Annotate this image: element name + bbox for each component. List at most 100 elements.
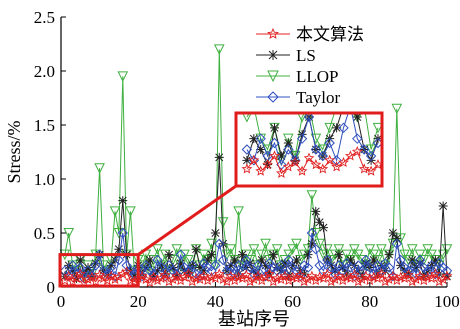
data-point	[91, 258, 101, 268]
data-point	[63, 228, 75, 239]
data-point	[229, 274, 241, 286]
data-point	[360, 270, 372, 281]
data-point	[117, 227, 128, 239]
data-point	[410, 268, 422, 280]
data-point	[171, 244, 183, 255]
zoom-data-point	[372, 122, 382, 134]
data-point	[399, 249, 410, 261]
legend-label: LLOP	[296, 67, 339, 86]
x-tick-label: 20	[130, 292, 147, 311]
zoom-data-point	[249, 102, 258, 111]
data-point	[113, 254, 125, 266]
data-point	[345, 272, 356, 283]
data-point	[198, 270, 210, 281]
data-point	[179, 271, 190, 282]
data-point	[342, 269, 352, 279]
data-point	[83, 263, 93, 273]
data-point	[144, 277, 156, 288]
data-point	[194, 273, 206, 285]
data-point	[248, 268, 260, 280]
data-point	[391, 103, 403, 115]
zoom-data-point	[269, 137, 280, 149]
data-point	[75, 262, 86, 273]
data-point	[356, 255, 368, 266]
data-point	[156, 272, 167, 283]
zoom-data-point	[289, 156, 301, 168]
data-point	[67, 260, 78, 271]
zoom-data-point	[303, 152, 315, 163]
x-axis-title: 基站序号	[218, 309, 290, 329]
zoom-panel-plot	[241, 102, 382, 178]
legend-marker	[267, 91, 279, 103]
data-point	[175, 274, 187, 286]
data-point	[318, 223, 328, 233]
zoom-data-point	[283, 144, 294, 155]
data-point	[291, 272, 302, 283]
data-point	[306, 270, 318, 281]
y-tick-label: 1.5	[34, 116, 55, 135]
zoom-data-point	[248, 154, 260, 165]
data-point	[414, 270, 426, 281]
data-point	[261, 260, 271, 270]
data-point	[240, 269, 252, 280]
data-point	[326, 260, 336, 270]
data-point	[325, 275, 337, 287]
data-point	[214, 238, 225, 250]
data-point	[333, 244, 345, 255]
zoom-source-box	[58, 253, 140, 288]
zoom-connector	[137, 184, 237, 256]
data-point	[279, 270, 291, 281]
y-tick-label: 2.5	[34, 8, 55, 27]
data-point	[225, 270, 237, 281]
data-point	[221, 275, 233, 287]
zoom-data-point	[282, 133, 294, 145]
data-point	[183, 255, 194, 266]
inset	[58, 102, 384, 288]
data-point	[376, 265, 387, 277]
data-point	[82, 273, 94, 285]
data-point	[406, 275, 418, 287]
data-point	[226, 260, 236, 270]
data-point	[210, 228, 220, 238]
data-point	[68, 266, 78, 276]
legend-marker	[268, 50, 278, 60]
data-point	[298, 275, 310, 287]
data-point	[334, 250, 344, 260]
zoom-data-point	[242, 113, 252, 123]
data-point	[114, 244, 124, 254]
data-point	[191, 244, 201, 254]
data-point	[257, 255, 267, 265]
data-point	[74, 268, 86, 279]
data-point	[90, 260, 101, 271]
data-point	[182, 268, 194, 279]
data-point	[175, 249, 186, 260]
data-point	[264, 268, 275, 279]
data-point	[94, 249, 105, 260]
data-point	[337, 274, 349, 286]
data-point	[402, 269, 414, 280]
data-point	[415, 258, 425, 268]
data-point	[252, 270, 264, 281]
data-point	[418, 274, 430, 286]
data-point	[376, 244, 387, 255]
data-point	[396, 260, 406, 270]
data-point	[438, 201, 448, 211]
data-point	[430, 255, 440, 265]
legend-item: LS	[256, 46, 316, 65]
data-point	[141, 263, 151, 273]
data-point	[156, 262, 167, 273]
x-tick-label: 0	[57, 292, 66, 311]
data-point	[283, 254, 294, 266]
data-point	[275, 273, 287, 285]
zoom-data-point	[241, 144, 253, 155]
data-point	[217, 217, 229, 228]
data-point	[341, 249, 352, 261]
zoom-data-point	[303, 113, 315, 123]
data-point	[207, 250, 217, 260]
data-point	[310, 274, 322, 286]
zoom-data-point	[332, 123, 342, 133]
data-point	[168, 263, 178, 273]
data-point	[145, 255, 155, 265]
data-point	[248, 244, 260, 255]
data-point	[153, 266, 162, 276]
